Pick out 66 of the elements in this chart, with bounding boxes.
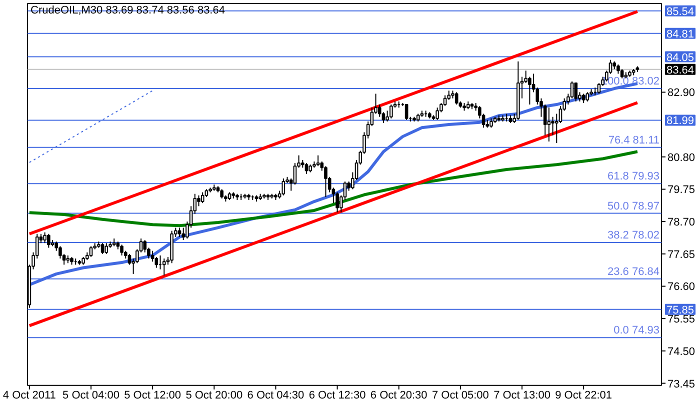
ref-line-label: 81.99 xyxy=(666,115,694,128)
candlestick xyxy=(100,242,104,254)
ref-line-label: 76.4 81.11 xyxy=(608,134,660,146)
ref-line-label: 84.81 xyxy=(666,28,694,40)
candlestick xyxy=(582,93,586,104)
candlestick xyxy=(178,227,182,238)
ref-line-label: 85.54 xyxy=(666,6,694,18)
candlestick xyxy=(543,104,547,136)
candlestick xyxy=(282,178,286,196)
candlestick xyxy=(304,162,308,174)
candlestick xyxy=(154,256,158,268)
candlestick xyxy=(443,94,447,107)
candlestick xyxy=(150,250,154,262)
y-tick-label: 74.50 xyxy=(668,346,696,358)
candlestick xyxy=(128,253,132,266)
x-tick-label: 6 Oct 04:30 xyxy=(247,389,304,402)
y-tick-label: 80.80 xyxy=(668,152,696,164)
candlestick xyxy=(404,104,408,120)
candlestick xyxy=(162,258,166,276)
x-tick-label: 7 Oct 05:00 xyxy=(432,389,489,402)
candlestick xyxy=(551,116,554,136)
y-tick-label: 77.65 xyxy=(668,248,696,261)
candlestick xyxy=(120,244,124,256)
x-tick-label: 5 Oct 04:00 xyxy=(62,389,120,402)
candlestick xyxy=(390,104,393,119)
x-tick-label: 6 Oct 12:30 xyxy=(308,389,366,402)
candlestick xyxy=(47,233,50,248)
candlestick xyxy=(436,107,439,120)
ref-line-label: 84.05 xyxy=(666,52,694,64)
y-tick-label: 82.90 xyxy=(668,87,696,100)
candlestick xyxy=(200,192,204,204)
ref-line-label: 83.64 xyxy=(666,64,694,76)
y-tick-label: 75.55 xyxy=(668,314,696,326)
candlestick xyxy=(490,118,493,128)
candlestick xyxy=(89,246,93,258)
x-tick-label: 6 Oct 20:30 xyxy=(370,389,428,402)
ref-line-label: 75.85 xyxy=(666,304,694,316)
candlestick xyxy=(574,82,578,102)
candlestick xyxy=(293,162,297,186)
ref-line-label: 23.6 76.84 xyxy=(608,266,660,278)
y-tick-label: 78.70 xyxy=(668,216,696,229)
candlestick xyxy=(316,154,320,167)
candlestick xyxy=(616,64,620,74)
ref-line-label: 38.2 78.02 xyxy=(608,230,660,242)
candlestick xyxy=(182,227,186,241)
candlestick xyxy=(104,242,108,254)
x-tick-label: 9 Oct 22:01 xyxy=(555,389,612,402)
ref-line-label: 61.8 79.93 xyxy=(608,170,660,183)
y-tick-label: 79.75 xyxy=(668,184,696,196)
candlestick xyxy=(336,192,339,213)
candlestick xyxy=(324,166,328,198)
y-tick-label: 73.45 xyxy=(668,378,696,390)
candlestick xyxy=(454,92,458,106)
candlestick xyxy=(597,82,601,94)
candlestick xyxy=(547,107,551,142)
candlestick xyxy=(220,188,224,199)
ref-line-label: 50.0 78.97 xyxy=(608,200,660,212)
x-tick-label: 5 Oct 12:00 xyxy=(124,389,182,402)
ref-line-label: 0.0 74.93 xyxy=(614,324,660,337)
candlestick xyxy=(570,80,574,99)
candlestick xyxy=(586,92,590,102)
y-tick-label: 76.60 xyxy=(668,281,696,294)
x-tick-label: 5 Oct 20:00 xyxy=(186,389,243,402)
candlestick xyxy=(43,232,46,244)
x-tick-label: 7 Oct 13:00 xyxy=(494,389,550,402)
x-tick-label: 4 Oct 2011 xyxy=(2,389,56,402)
